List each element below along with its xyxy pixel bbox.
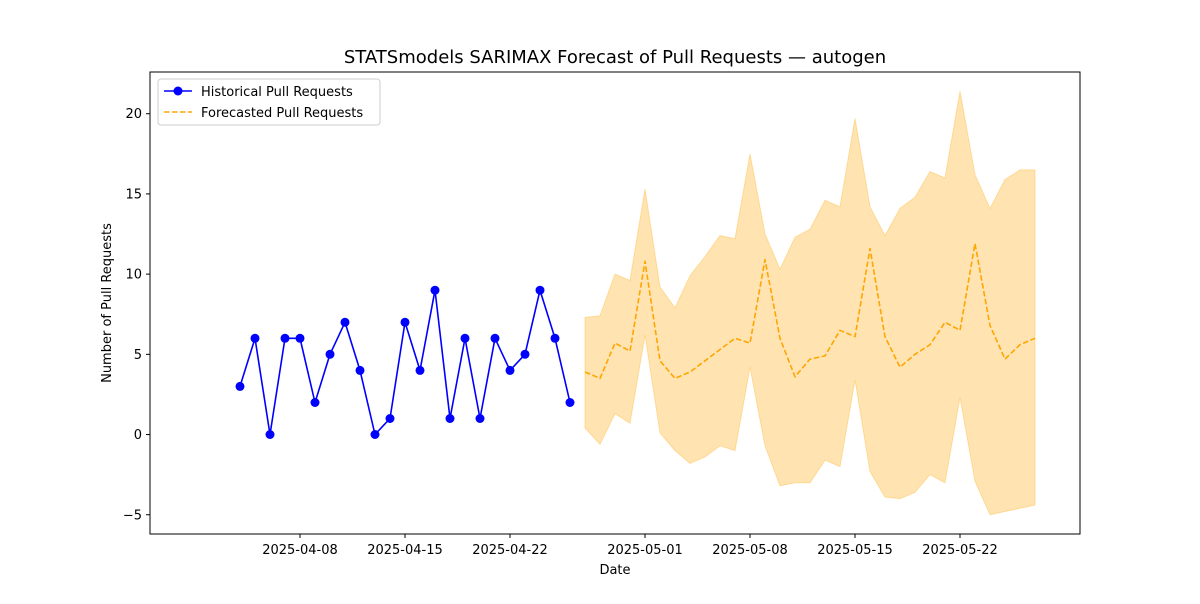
historical-point [415, 365, 425, 375]
historical-point [340, 317, 350, 327]
y-tick-label: 10 [125, 268, 142, 283]
historical-point [265, 430, 275, 439]
plot-frame [149, 71, 1081, 535]
historical-point [385, 414, 395, 423]
x-tick-label: 2025-05-01 [607, 543, 683, 558]
legend-box [157, 78, 381, 126]
historical-point [490, 333, 500, 343]
chart-title: STATSmodels SARIMAX Forecast of Pull Req… [344, 47, 886, 68]
historical-series-line [239, 289, 571, 436]
y-tick-label: −5 [123, 508, 142, 523]
historical-point [295, 333, 305, 343]
historical-point [520, 349, 530, 359]
historical-point [370, 430, 380, 439]
historical-point [475, 414, 485, 423]
x-tick-label: 2025-04-15 [367, 543, 443, 558]
historical-point [565, 398, 575, 407]
confidence-band [584, 91, 1036, 516]
y-tick-label: 5 [134, 348, 142, 363]
legend-historical-marker [173, 86, 183, 96]
historical-point [400, 317, 410, 327]
historical-point [550, 333, 560, 343]
y-tick-label: 20 [125, 107, 142, 122]
historical-point [460, 333, 470, 343]
forecast-series-line [584, 242, 1036, 380]
legend-historical-label: Historical Pull Requests [201, 85, 353, 100]
historical-point [355, 365, 365, 375]
historical-point [235, 381, 245, 391]
legend: Historical Pull Requests Forecasted Pull… [157, 78, 381, 126]
y-axis-label: Number of Pull Requests [100, 223, 115, 383]
x-tick-label: 2025-05-15 [817, 543, 893, 558]
historical-point [250, 333, 260, 343]
historical-point [430, 285, 440, 295]
historical-point [505, 365, 515, 375]
x-tick-label: 2025-04-22 [472, 543, 548, 558]
y-tick-label: 15 [125, 187, 142, 202]
x-tick-label: 2025-05-08 [712, 543, 788, 558]
historical-point [280, 333, 290, 343]
historical-point [325, 349, 335, 359]
x-tick-label: 2025-05-22 [922, 543, 998, 558]
historical-point [445, 414, 455, 423]
historical-point [310, 398, 320, 407]
x-axis-label: Date [599, 563, 630, 578]
historical-point [535, 285, 545, 295]
legend-forecast-label: Forecasted Pull Requests [201, 106, 363, 121]
x-tick-label: 2025-04-08 [262, 543, 338, 558]
y-tick-label: 0 [134, 428, 142, 443]
